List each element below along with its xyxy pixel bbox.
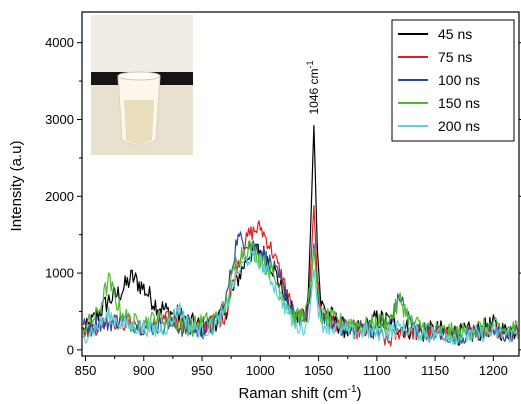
axes: 850 900 950 1000 1050 1100 1150 1200 0 1000 2000 30… — [45, 11, 521, 378]
vial-photo — [91, 15, 193, 155]
x-tick-label: 1050 — [304, 363, 333, 378]
y-tick-label: 4000 — [45, 35, 74, 50]
y-tick-label: 1000 — [45, 266, 74, 281]
y-tick-label: 3000 — [45, 112, 74, 127]
x-axis-label: Raman shift (cm-1) — [238, 384, 361, 402]
plot-frame — [81, 11, 520, 357]
x-tick-label: 1000 — [246, 363, 275, 378]
legend: 45 ns 75 ns 100 ns 150 ns 200 ns — [391, 19, 515, 142]
y-axis-label: Intensity (a.u) — [8, 141, 25, 232]
series-line-150ns — [82, 240, 518, 343]
x-tick-label: 950 — [191, 363, 213, 378]
y-tick-label: 0 — [67, 342, 74, 357]
x-tick-label: 1150 — [421, 363, 449, 378]
series-line-200ns — [82, 250, 519, 346]
x-tick-label: 1100 — [363, 363, 391, 378]
x-tick-label: 1200 — [479, 363, 508, 378]
legend-label: 200 ns — [438, 118, 480, 134]
legend-label: 45 ns — [438, 26, 472, 42]
legend-label: 150 ns — [438, 95, 480, 111]
spectra-layer — [82, 125, 519, 347]
legend-label: 75 ns — [438, 49, 472, 65]
peak-annotation: 1046 cm-1 — [305, 60, 321, 114]
legend-label: 100 ns — [438, 72, 480, 88]
y-tick-label: 2000 — [45, 189, 74, 204]
x-tick-label: 900 — [133, 363, 155, 378]
x-tick-label: 850 — [75, 363, 97, 378]
